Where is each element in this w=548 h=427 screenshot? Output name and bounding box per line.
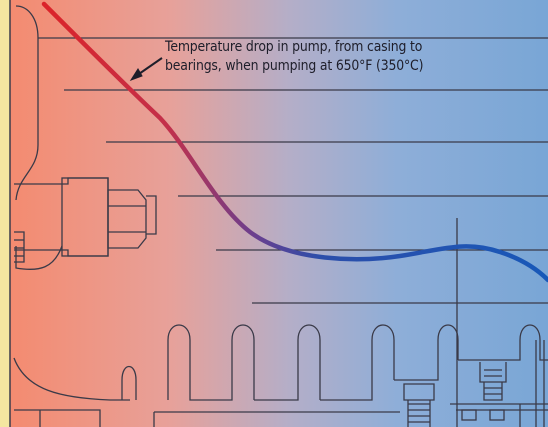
pump-line-art [13, 5, 548, 427]
temperature-drop-annotation: Temperature drop in pump, from casing to… [165, 38, 449, 76]
annotation-line-1: Temperature drop in pump, from casing to [165, 39, 423, 55]
annotation-line-2: bearings, when pumping at 650°F (350°C) [165, 58, 424, 74]
arrow-pointer-icon [129, 57, 163, 81]
temperature-curve [41, 1, 548, 283]
